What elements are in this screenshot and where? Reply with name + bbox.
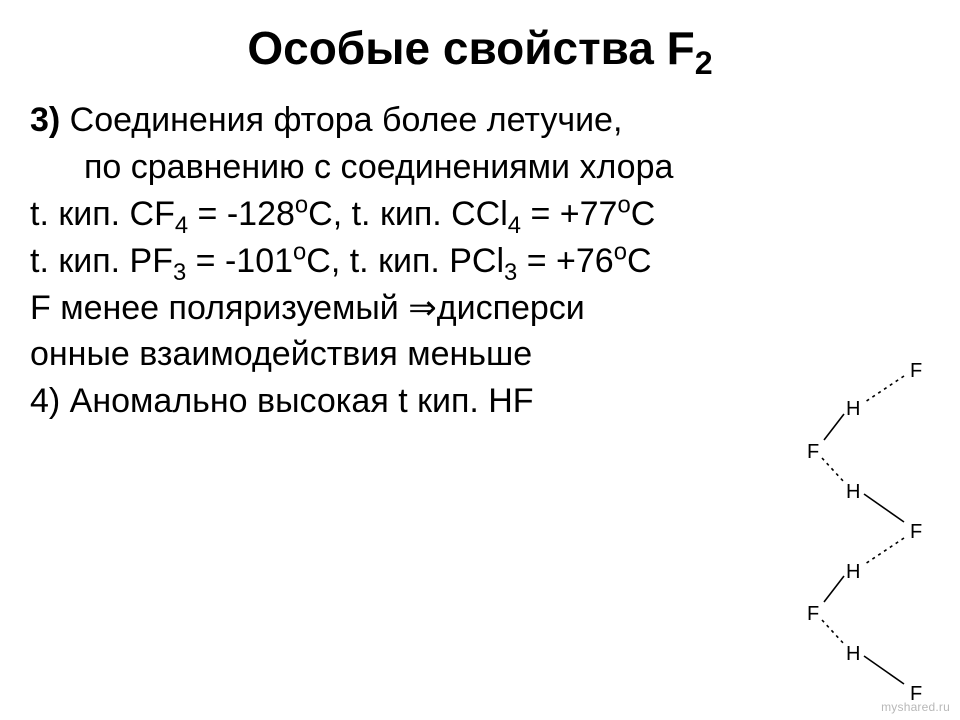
bp-cf4-sup: o xyxy=(295,191,308,218)
atom-label-f: F xyxy=(910,521,922,544)
watermark-text: myshared.ru xyxy=(881,700,950,714)
reason-b: дисперси xyxy=(437,289,585,327)
bp-pf3-unit: C, xyxy=(306,242,349,280)
bp-pcl3-sub: 3 xyxy=(504,258,517,285)
bp-pf3-sub: 3 xyxy=(173,258,186,285)
bp-line-pf3-pcl3: t. кип. PF3 = -101oC, t. кип. PCl3 = +76… xyxy=(30,238,930,285)
bp-cf4-value: = -128 xyxy=(188,195,295,233)
bp-pcl3-sup: o xyxy=(614,238,627,265)
bp-ccl4-unit: C xyxy=(631,195,656,233)
bp-line-cf4-ccl4: t. кип. CF4 = -128oC, t. кип. CCl4 = +77… xyxy=(30,191,930,238)
bp-ccl4-value: = +77 xyxy=(521,195,617,233)
atom-label-f: F xyxy=(807,603,819,626)
covalent-bond-line xyxy=(864,656,904,684)
atom-label-f: F xyxy=(910,360,922,383)
atom-label-h: H xyxy=(846,398,860,421)
atom-label-h: H xyxy=(846,643,860,666)
point-4-text: 4) Аномально высокая t кип. HF xyxy=(30,382,534,420)
bp-cf4-unit: C, xyxy=(308,195,351,233)
bp-cf4-sub: 4 xyxy=(175,212,188,239)
title-text: Особые свойства F xyxy=(247,22,694,74)
hydrogen-bond-line xyxy=(822,620,844,644)
implies-arrow-icon: ⇒ xyxy=(408,289,437,327)
bp-pcl3-value: = +76 xyxy=(517,242,613,280)
covalent-bond-line xyxy=(864,494,904,522)
hydrogen-bond-line xyxy=(865,376,904,402)
bp-ccl4-label: t. кип. CCl xyxy=(352,195,508,233)
reason-a: F менее поляризуемый xyxy=(30,289,408,327)
bp-pf3-value: = -101 xyxy=(186,242,293,280)
reason-c: онные взаимодействия меньше xyxy=(30,335,532,373)
bp-ccl4-sup: o xyxy=(617,191,630,218)
covalent-bond-line xyxy=(824,414,844,440)
slide: Особые свойства F2 3) Соединения фтора б… xyxy=(0,0,960,720)
point-3-line1: Соединения фтора более летучие, xyxy=(60,101,622,139)
bp-pf3-label: t. кип. PF xyxy=(30,242,173,280)
bp-pcl3-label: t. кип. PCl xyxy=(350,242,504,280)
slide-title: Особые свойства F2 xyxy=(30,22,930,75)
title-subscript: 2 xyxy=(695,45,713,81)
atom-label-h: H xyxy=(846,481,860,504)
hydrogen-bond-line xyxy=(822,458,844,482)
covalent-bond-line xyxy=(824,576,844,602)
hydrogen-bond-line xyxy=(865,538,904,564)
bp-cf4-label: t. кип. CF xyxy=(30,195,175,233)
point-3-line2: по сравнению с соединениями хлора xyxy=(30,144,930,191)
hf-chain-diagram: FHFHFHFHF xyxy=(782,358,942,703)
atom-label-f: F xyxy=(807,441,819,464)
bp-pcl3-unit: C xyxy=(627,242,652,280)
point-3-number: 3) xyxy=(30,101,60,139)
bp-pf3-sup: o xyxy=(293,238,306,265)
point-3-reason-line1: F менее поляризуемый ⇒дисперси xyxy=(30,285,930,332)
bp-ccl4-sub: 4 xyxy=(508,212,521,239)
point-3-lead: 3) Соединения фтора более летучие, по ср… xyxy=(30,97,930,191)
atom-label-h: H xyxy=(846,561,860,584)
